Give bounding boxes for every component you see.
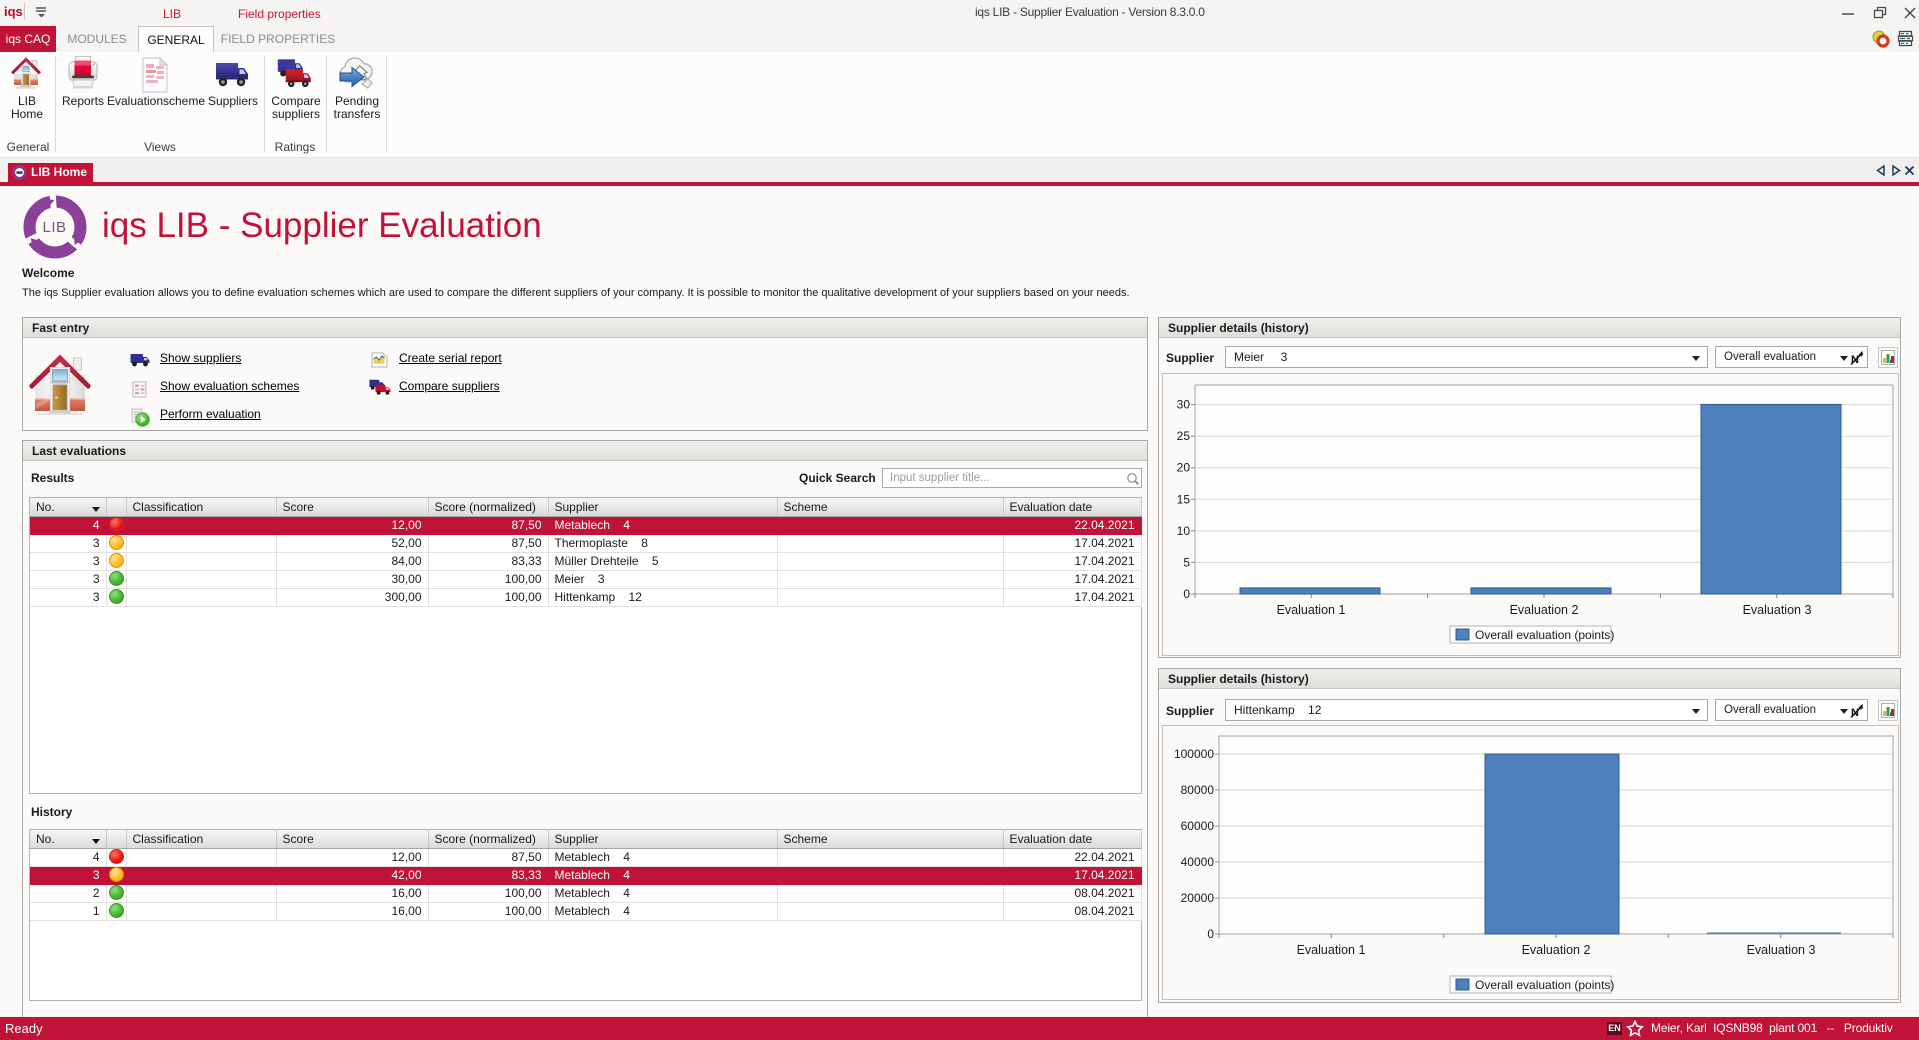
svg-text:0: 0 bbox=[1207, 927, 1214, 941]
svg-text:Evaluation 3: Evaluation 3 bbox=[1747, 943, 1816, 957]
svg-text:Overall evaluation (points): Overall evaluation (points) bbox=[1475, 978, 1614, 992]
svg-text:20000: 20000 bbox=[1181, 891, 1215, 905]
svg-text:Evaluation 3: Evaluation 3 bbox=[1743, 603, 1812, 617]
svg-text:Evaluation 2: Evaluation 2 bbox=[1522, 943, 1591, 957]
svg-text:40000: 40000 bbox=[1181, 855, 1215, 869]
svg-text:20: 20 bbox=[1177, 461, 1191, 475]
svg-text:100000: 100000 bbox=[1174, 747, 1214, 761]
svg-text:Evaluation 1: Evaluation 1 bbox=[1277, 603, 1346, 617]
svg-text:LIB: LIB bbox=[42, 219, 66, 236]
svg-text:60000: 60000 bbox=[1181, 819, 1215, 833]
svg-text:Evaluation 2: Evaluation 2 bbox=[1510, 603, 1579, 617]
svg-text:Evaluation 1: Evaluation 1 bbox=[1297, 943, 1366, 957]
svg-text:0: 0 bbox=[1183, 587, 1190, 601]
svg-text:10: 10 bbox=[1177, 524, 1191, 538]
svg-text:25: 25 bbox=[1177, 429, 1191, 443]
svg-text:Overall evaluation (points): Overall evaluation (points) bbox=[1475, 628, 1614, 642]
svg-text:30: 30 bbox=[1177, 398, 1191, 412]
svg-text:5: 5 bbox=[1183, 555, 1190, 569]
svg-text:15: 15 bbox=[1177, 492, 1191, 506]
svg-text:80000: 80000 bbox=[1181, 783, 1215, 797]
